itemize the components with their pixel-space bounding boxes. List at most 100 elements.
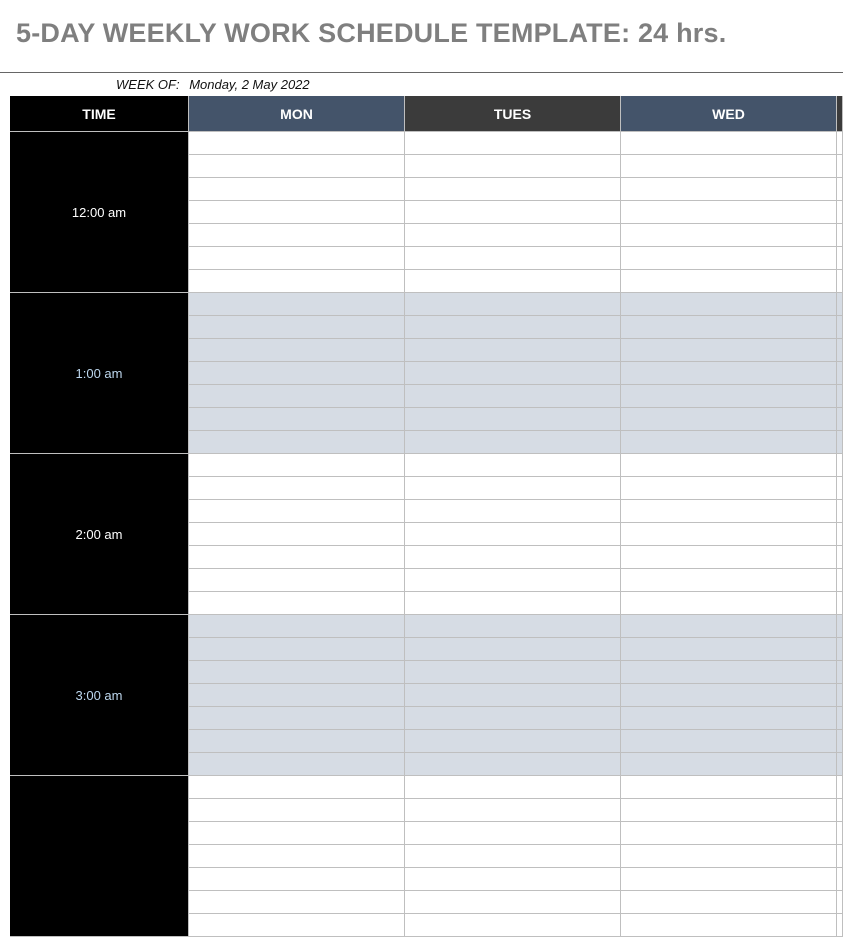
schedule-cell[interactable] bbox=[621, 592, 837, 615]
schedule-cell[interactable] bbox=[189, 339, 405, 362]
schedule-cell[interactable] bbox=[837, 500, 843, 523]
schedule-cell[interactable] bbox=[837, 408, 843, 431]
schedule-cell[interactable] bbox=[405, 799, 621, 822]
schedule-cell[interactable] bbox=[189, 730, 405, 753]
schedule-cell[interactable] bbox=[189, 799, 405, 822]
schedule-cell[interactable] bbox=[621, 454, 837, 477]
schedule-cell[interactable] bbox=[621, 316, 837, 339]
schedule-cell[interactable] bbox=[621, 868, 837, 891]
schedule-cell[interactable] bbox=[621, 178, 837, 201]
schedule-cell[interactable] bbox=[405, 385, 621, 408]
schedule-cell[interactable] bbox=[405, 569, 621, 592]
schedule-cell[interactable] bbox=[405, 477, 621, 500]
schedule-cell[interactable] bbox=[621, 293, 837, 316]
schedule-cell[interactable] bbox=[405, 155, 621, 178]
schedule-cell[interactable] bbox=[189, 454, 405, 477]
schedule-cell[interactable] bbox=[621, 822, 837, 845]
schedule-cell[interactable] bbox=[837, 615, 843, 638]
schedule-cell[interactable] bbox=[405, 661, 621, 684]
schedule-cell[interactable] bbox=[621, 638, 837, 661]
schedule-cell[interactable] bbox=[837, 730, 843, 753]
schedule-cell[interactable] bbox=[621, 500, 837, 523]
schedule-cell[interactable] bbox=[405, 914, 621, 937]
schedule-cell[interactable] bbox=[405, 224, 621, 247]
schedule-cell[interactable] bbox=[621, 753, 837, 776]
schedule-cell[interactable] bbox=[837, 845, 843, 868]
schedule-cell[interactable] bbox=[189, 293, 405, 316]
schedule-cell[interactable] bbox=[405, 684, 621, 707]
schedule-cell[interactable] bbox=[405, 270, 621, 293]
schedule-cell[interactable] bbox=[621, 408, 837, 431]
schedule-cell[interactable] bbox=[189, 477, 405, 500]
schedule-cell[interactable] bbox=[621, 776, 837, 799]
schedule-cell[interactable] bbox=[621, 224, 837, 247]
schedule-cell[interactable] bbox=[837, 247, 843, 270]
schedule-cell[interactable] bbox=[621, 845, 837, 868]
schedule-cell[interactable] bbox=[189, 546, 405, 569]
schedule-cell[interactable] bbox=[837, 661, 843, 684]
schedule-cell[interactable] bbox=[189, 523, 405, 546]
schedule-cell[interactable] bbox=[189, 385, 405, 408]
schedule-cell[interactable] bbox=[189, 132, 405, 155]
schedule-cell[interactable] bbox=[189, 684, 405, 707]
schedule-cell[interactable] bbox=[405, 615, 621, 638]
schedule-cell[interactable] bbox=[189, 362, 405, 385]
schedule-cell[interactable] bbox=[837, 132, 843, 155]
schedule-cell[interactable] bbox=[621, 385, 837, 408]
schedule-cell[interactable] bbox=[837, 431, 843, 454]
schedule-cell[interactable] bbox=[189, 247, 405, 270]
schedule-cell[interactable] bbox=[189, 431, 405, 454]
schedule-cell[interactable] bbox=[837, 546, 843, 569]
schedule-cell[interactable] bbox=[837, 224, 843, 247]
schedule-cell[interactable] bbox=[837, 914, 843, 937]
schedule-cell[interactable] bbox=[621, 891, 837, 914]
schedule-cell[interactable] bbox=[837, 684, 843, 707]
schedule-cell[interactable] bbox=[837, 822, 843, 845]
schedule-cell[interactable] bbox=[405, 845, 621, 868]
schedule-cell[interactable] bbox=[837, 523, 843, 546]
schedule-cell[interactable] bbox=[405, 753, 621, 776]
schedule-cell[interactable] bbox=[621, 201, 837, 224]
schedule-cell[interactable] bbox=[405, 500, 621, 523]
schedule-cell[interactable] bbox=[837, 707, 843, 730]
schedule-cell[interactable] bbox=[189, 638, 405, 661]
schedule-cell[interactable] bbox=[189, 408, 405, 431]
schedule-cell[interactable] bbox=[405, 868, 621, 891]
schedule-cell[interactable] bbox=[621, 661, 837, 684]
schedule-cell[interactable] bbox=[405, 362, 621, 385]
schedule-cell[interactable] bbox=[189, 270, 405, 293]
schedule-cell[interactable] bbox=[837, 592, 843, 615]
schedule-cell[interactable] bbox=[837, 339, 843, 362]
schedule-cell[interactable] bbox=[405, 178, 621, 201]
schedule-cell[interactable] bbox=[405, 339, 621, 362]
schedule-cell[interactable] bbox=[405, 730, 621, 753]
schedule-cell[interactable] bbox=[405, 247, 621, 270]
schedule-cell[interactable] bbox=[189, 201, 405, 224]
schedule-cell[interactable] bbox=[837, 201, 843, 224]
schedule-cell[interactable] bbox=[621, 431, 837, 454]
schedule-cell[interactable] bbox=[189, 868, 405, 891]
schedule-cell[interactable] bbox=[189, 500, 405, 523]
schedule-cell[interactable] bbox=[405, 546, 621, 569]
schedule-cell[interactable] bbox=[405, 316, 621, 339]
schedule-cell[interactable] bbox=[405, 201, 621, 224]
schedule-cell[interactable] bbox=[837, 270, 843, 293]
schedule-cell[interactable] bbox=[405, 523, 621, 546]
schedule-cell[interactable] bbox=[621, 247, 837, 270]
schedule-cell[interactable] bbox=[405, 592, 621, 615]
schedule-cell[interactable] bbox=[621, 523, 837, 546]
schedule-cell[interactable] bbox=[189, 661, 405, 684]
week-of-value[interactable]: Monday, 2 May 2022 bbox=[189, 77, 310, 92]
schedule-cell[interactable] bbox=[837, 316, 843, 339]
schedule-cell[interactable] bbox=[621, 477, 837, 500]
schedule-cell[interactable] bbox=[837, 155, 843, 178]
schedule-cell[interactable] bbox=[405, 707, 621, 730]
schedule-cell[interactable] bbox=[837, 362, 843, 385]
schedule-cell[interactable] bbox=[837, 454, 843, 477]
schedule-cell[interactable] bbox=[837, 178, 843, 201]
schedule-cell[interactable] bbox=[189, 753, 405, 776]
schedule-cell[interactable] bbox=[189, 569, 405, 592]
schedule-cell[interactable] bbox=[405, 638, 621, 661]
schedule-cell[interactable] bbox=[837, 868, 843, 891]
schedule-cell[interactable] bbox=[189, 822, 405, 845]
